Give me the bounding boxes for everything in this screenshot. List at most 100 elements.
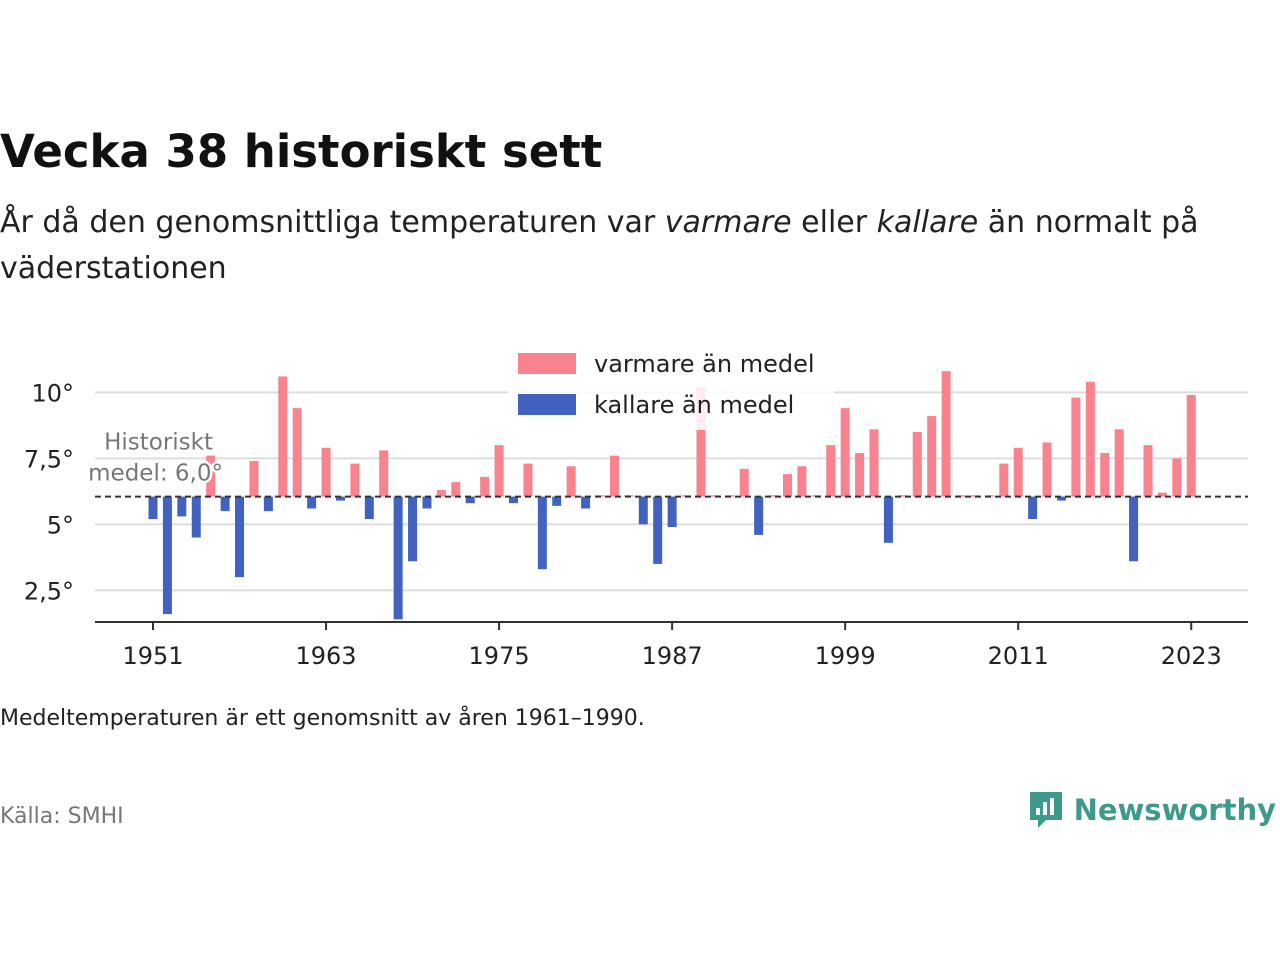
x-tick-label: 2011 xyxy=(988,642,1049,670)
bar xyxy=(855,453,865,497)
legend-cold-swatch xyxy=(518,394,576,415)
bar xyxy=(1143,445,1153,497)
bar xyxy=(1157,492,1167,497)
bar xyxy=(249,460,259,497)
bar xyxy=(220,496,230,512)
subtitle-text-3: än normalt på väderstationen xyxy=(0,205,1199,286)
bar xyxy=(696,387,706,497)
bar xyxy=(739,468,749,497)
subtitle-warm-word: varmare xyxy=(664,205,792,240)
newsworthy-logo-icon xyxy=(1029,792,1062,828)
bar xyxy=(999,463,1009,497)
subtitle-text-1: År då den genomsnittliga temperaturen va… xyxy=(0,205,665,240)
bar xyxy=(422,496,432,509)
bar xyxy=(436,490,446,497)
x-tick-label: 1975 xyxy=(469,642,530,670)
bar xyxy=(523,463,533,497)
bar xyxy=(970,495,980,497)
bar xyxy=(1172,458,1182,497)
bar xyxy=(451,482,461,497)
bar xyxy=(1071,397,1081,497)
x-tick-label: 1999 xyxy=(815,642,876,670)
y-tick-label: 7,5° xyxy=(24,445,74,473)
bar xyxy=(638,496,648,525)
bar xyxy=(1186,394,1196,497)
bar xyxy=(754,496,764,535)
bar xyxy=(1028,496,1038,520)
bar xyxy=(768,495,778,497)
bar xyxy=(1013,447,1023,497)
bar xyxy=(321,447,331,497)
y-tick-label: 10° xyxy=(31,379,74,407)
bar xyxy=(797,466,807,497)
bar xyxy=(350,463,360,497)
baseline-label-line-2: medel: 6,0° xyxy=(88,461,223,487)
x-tick-label: 2023 xyxy=(1161,642,1222,670)
bar xyxy=(263,496,273,512)
bar xyxy=(278,376,288,497)
bar xyxy=(883,496,893,543)
bars xyxy=(148,371,1196,620)
bar xyxy=(206,455,216,497)
x-axis-ticks: 1951 1963 1975 1987 1999 2011 2023 xyxy=(122,622,1222,670)
bar xyxy=(1129,496,1139,562)
baseline-label: Historiskt medel: 6,0° xyxy=(86,427,226,489)
bar xyxy=(566,466,576,497)
bar xyxy=(148,496,158,520)
bar xyxy=(869,429,879,497)
bar xyxy=(335,496,345,501)
bar xyxy=(1100,453,1110,497)
y-tick-label: 2,5° xyxy=(24,577,74,605)
bar xyxy=(1085,381,1095,497)
bar xyxy=(898,495,908,497)
chart-title: Vecka 38 historiskt sett xyxy=(0,125,603,178)
bar xyxy=(235,496,245,578)
bar xyxy=(1042,442,1052,497)
bar xyxy=(1056,496,1066,501)
chart-subtitle: År då den genomsnittliga temperaturen va… xyxy=(0,200,1230,292)
x-tick-label: 1987 xyxy=(642,642,703,670)
bar xyxy=(379,450,389,497)
bar xyxy=(307,496,317,509)
subtitle-cold-word: kallare xyxy=(876,205,979,240)
bar xyxy=(653,496,663,564)
bar xyxy=(191,496,201,538)
legend-cold-label: kallare än medel xyxy=(594,391,794,419)
bar xyxy=(162,496,172,615)
y-tick-label: 5° xyxy=(47,511,74,539)
bar xyxy=(509,496,518,504)
brand-logo: Newsworthy xyxy=(1028,790,1276,830)
bar xyxy=(927,416,937,497)
legend-warm-label: varmare än medel xyxy=(594,350,815,378)
bar xyxy=(552,496,562,506)
bar xyxy=(941,371,951,497)
bar-chart: 2,5° 5° 7,5° 10° Historiskt medel: 6,0° 195… xyxy=(24,344,1248,670)
bar xyxy=(177,496,187,517)
bar xyxy=(826,445,836,497)
bar xyxy=(1114,429,1124,497)
bar xyxy=(480,476,490,497)
brand-name: Newsworthy xyxy=(1073,793,1276,827)
bar xyxy=(364,496,374,520)
bar xyxy=(292,408,302,497)
footnote: Medeltemperaturen är ett genomsnitt av å… xyxy=(0,706,645,731)
bar xyxy=(393,496,403,620)
x-tick-label: 1963 xyxy=(296,642,357,670)
y-axis-tick-labels: 2,5° 5° 7,5° 10° xyxy=(24,379,74,605)
legend: varmare än medel kallare än medel xyxy=(508,344,834,430)
bar xyxy=(782,474,792,497)
bar xyxy=(408,496,418,562)
bar xyxy=(912,431,922,497)
bar xyxy=(667,496,677,527)
source-text: Källa: SMHI xyxy=(0,804,124,829)
legend-warm-swatch xyxy=(518,353,576,374)
bar xyxy=(840,408,850,497)
bar xyxy=(465,496,475,504)
subtitle-text-2: eller xyxy=(791,205,877,240)
bar xyxy=(609,455,619,497)
x-tick-label: 1951 xyxy=(122,642,183,670)
bar xyxy=(581,496,591,509)
bar xyxy=(494,445,504,497)
baseline-label-line-1: Historiskt xyxy=(104,430,213,456)
bar xyxy=(537,496,547,570)
